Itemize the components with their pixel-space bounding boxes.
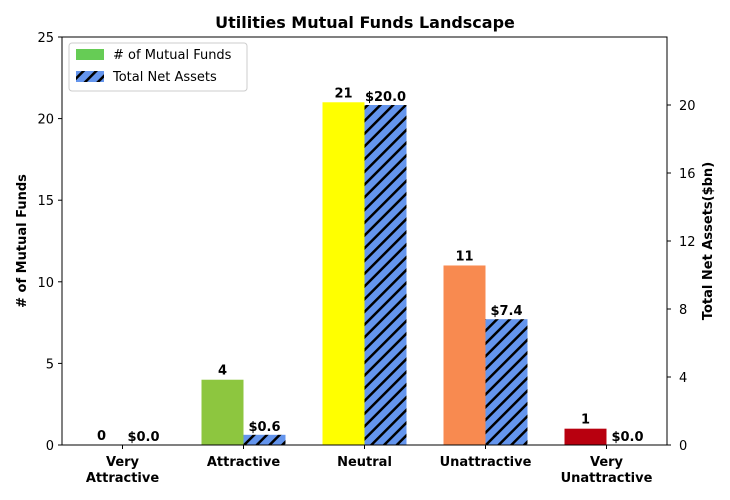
data-label-total-net-assets: $0.0: [611, 430, 643, 445]
bar-mutual-funds: [322, 102, 365, 445]
data-label-mutual-funds: 11: [455, 249, 473, 264]
data-label-total-net-assets: $0.0: [127, 430, 159, 445]
chart-title: Utilities Mutual Funds Landscape: [215, 13, 515, 32]
bar-total-net-assets: [485, 319, 528, 445]
x-tick-label: Very: [590, 455, 624, 470]
x-tick-label: Very: [106, 455, 140, 470]
x-tick-label: Unattractive: [561, 471, 653, 486]
bar-mutual-funds: [201, 379, 244, 445]
y-right-tick-label: 0: [679, 439, 687, 454]
y-left-tick-label: 25: [37, 31, 54, 46]
bar-mutual-funds: [443, 265, 486, 445]
y-right-tick-label: 4: [679, 371, 687, 386]
data-label-total-net-assets: $7.4: [490, 304, 522, 319]
data-label-mutual-funds: 0: [97, 429, 106, 444]
data-label-mutual-funds: 21: [334, 86, 352, 101]
y-left-tick-label: 10: [37, 276, 54, 291]
legend-label-mutual-funds: # of Mutual Funds: [113, 48, 232, 63]
y-axis-left-title: # of Mutual Funds: [15, 174, 30, 308]
y-right-tick-label: 20: [679, 99, 696, 114]
data-label-total-net-assets: $0.6: [248, 420, 280, 435]
x-tick-label: Unattractive: [440, 455, 532, 470]
x-tick-label: Attractive: [86, 471, 160, 486]
y-left-tick-label: 5: [46, 357, 54, 372]
y-left-tick-label: 20: [37, 113, 54, 128]
bar-mutual-funds: [564, 428, 607, 445]
legend: # of Mutual Funds Total Net Assets: [68, 42, 248, 92]
x-tick-label: Neutral: [337, 455, 392, 470]
y-left-tick-label: 0: [46, 439, 54, 454]
data-label-mutual-funds: 4: [218, 364, 227, 379]
y-right-tick-label: 8: [679, 303, 687, 318]
y-right-tick-label: 12: [679, 235, 696, 250]
x-tick-label: Attractive: [207, 455, 281, 470]
legend-swatch-total-net-assets: [76, 71, 104, 82]
y-axis-right-title: Total Net Assets($bn): [701, 162, 716, 320]
bar-total-net-assets: [364, 105, 407, 445]
y-left-tick-label: 15: [37, 194, 54, 209]
data-label-total-net-assets: $20.0: [365, 90, 406, 105]
legend-swatch-mutual-funds: [76, 49, 104, 60]
legend-label-total-net-assets: Total Net Assets: [112, 70, 217, 85]
legend-box: [68, 42, 248, 92]
y-right-tick-label: 16: [679, 167, 696, 182]
bar-total-net-assets: [243, 434, 286, 445]
data-label-mutual-funds: 1: [581, 413, 590, 428]
